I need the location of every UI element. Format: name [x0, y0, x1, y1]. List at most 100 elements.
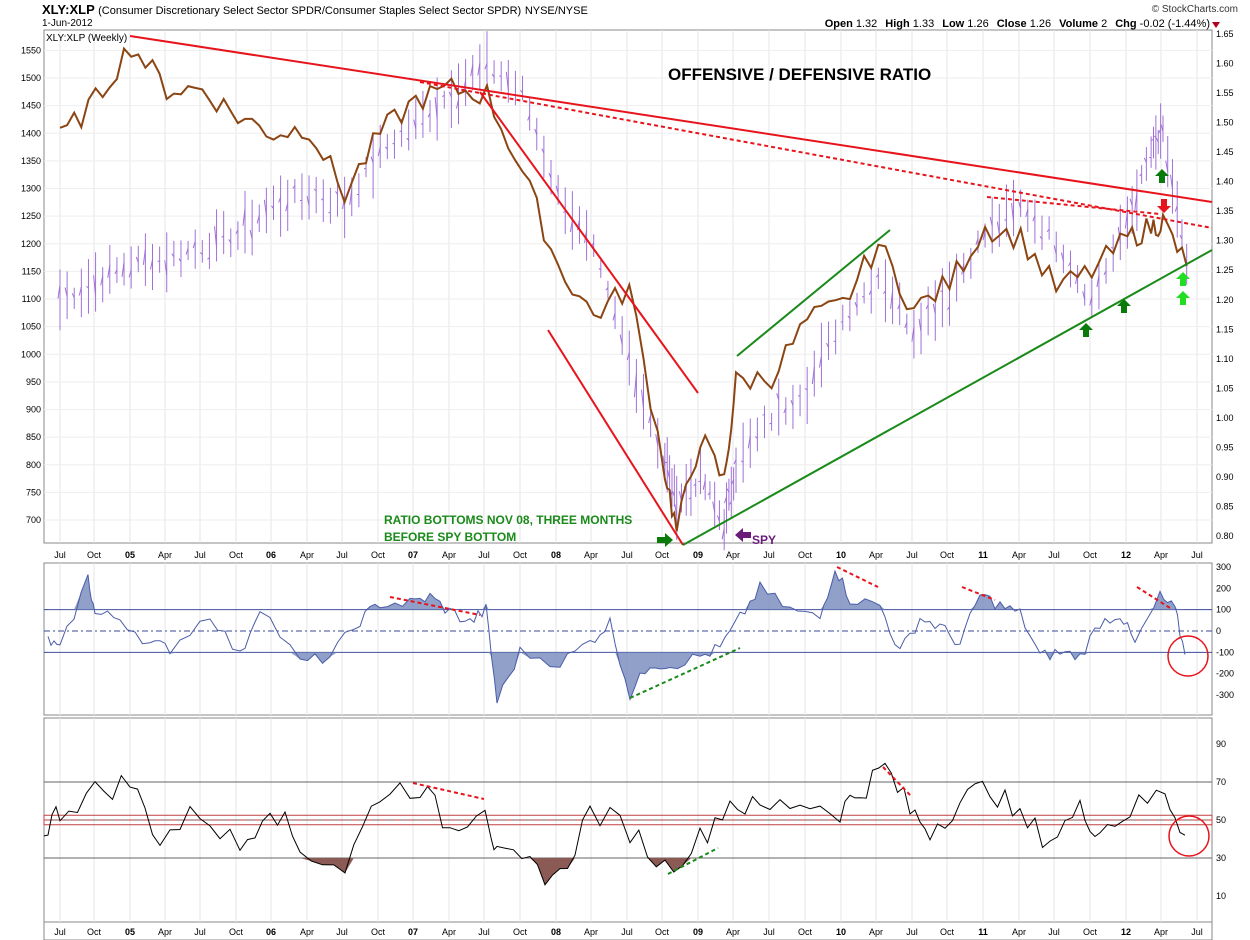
cci-tick-label: -200	[1216, 669, 1234, 679]
spx-line	[59, 46, 1188, 532]
rsi-tick-label: 90	[1216, 739, 1226, 749]
red-dashed-neckline	[986, 196, 1161, 215]
chart-date: 1-Jun-2012	[42, 18, 93, 29]
red-decline-trendline	[479, 91, 699, 394]
y-left-tick-label: 700	[26, 515, 41, 525]
light-green-up-arrow-icon	[1176, 291, 1190, 305]
x-tick-label-bottom: 06	[266, 927, 276, 937]
y-left-tick-label: 750	[26, 487, 41, 497]
rsi-tick-label: 70	[1216, 777, 1226, 787]
cci-tick-label: 100	[1216, 605, 1231, 615]
red-resistance-trendline	[129, 35, 1213, 203]
y-right-tick-label: 1.55	[1216, 88, 1234, 98]
x-tick-label-top: Oct	[87, 550, 102, 560]
quote-high: High 1.33	[885, 18, 935, 30]
red-down-arrow-icon	[1157, 199, 1171, 213]
y-left-tick-label: 1100	[22, 294, 41, 304]
green-channel-trendline	[736, 229, 891, 357]
quote-open: Open 1.32	[824, 18, 878, 30]
x-tick-label-top: Apr	[1154, 550, 1168, 560]
x-tick-label-top: 10	[836, 550, 846, 560]
x-tick-label-bottom: Oct	[87, 927, 102, 937]
x-tick-label-bottom: 12	[1121, 927, 1131, 937]
x-tick-label-bottom: Oct	[1083, 927, 1098, 937]
grid-lines	[44, 30, 1212, 922]
x-tick-label-bottom: Oct	[655, 927, 670, 937]
y-left-tick-label: 1150	[22, 266, 41, 276]
x-tick-label-top: Jul	[54, 550, 66, 560]
spy-label: SPY	[752, 533, 776, 547]
rsi-tick-label: 10	[1216, 891, 1226, 901]
light-green-up-arrow-icon	[1176, 272, 1190, 286]
x-tick-label-top: Jul	[336, 550, 348, 560]
x-tick-label-top: Oct	[229, 550, 244, 560]
rsi-highlight-circle	[1168, 815, 1210, 857]
y-left-tick-label: 1450	[21, 101, 41, 111]
cci-tick-label: 300	[1216, 562, 1231, 572]
green-up-arrow-icon	[1155, 169, 1169, 183]
rsi-tick-label: 50	[1216, 815, 1226, 825]
ratio-bars	[57, 31, 1188, 551]
x-tick-label-bottom: Jul	[478, 927, 490, 937]
x-tick-label-top: Jul	[763, 550, 775, 560]
x-tick-label-top: Apr	[300, 550, 314, 560]
x-tick-label-bottom: Jul	[621, 927, 633, 937]
x-tick-label-top: Oct	[1083, 550, 1098, 560]
x-tick-label-bottom: Apr	[442, 927, 456, 937]
cci-tick-label: -300	[1216, 690, 1234, 700]
x-tick-label-bottom: 07	[408, 927, 418, 937]
y-right-tick-label: 1.45	[1216, 147, 1234, 157]
x-tick-label-top: Apr	[869, 550, 883, 560]
x-tick-label-top: 05	[125, 550, 135, 560]
symbol: XLY:XLP	[42, 2, 95, 17]
x-tick-label-bottom: Jul	[54, 927, 66, 937]
x-tick-label-bottom: 10	[836, 927, 846, 937]
cci-red-divergence	[961, 586, 996, 601]
x-tick-label-bottom: 11	[978, 927, 988, 937]
y-right-tick-label: 1.25	[1216, 265, 1234, 275]
x-tick-label-bottom: Apr	[584, 927, 598, 937]
x-tick-label-top: Jul	[1048, 550, 1060, 560]
x-tick-label-top: 08	[551, 550, 561, 560]
down-arrow-icon	[1212, 22, 1220, 28]
rsi-tick-label: 30	[1216, 853, 1226, 863]
green-right-arrow-icon	[657, 533, 673, 547]
y-right-tick-label: 1.30	[1216, 236, 1234, 246]
quote-close: Close 1.26	[996, 18, 1052, 30]
y-right-tick-label: 0.80	[1216, 531, 1234, 541]
x-tick-label-top: Oct	[513, 550, 528, 560]
x-tick-label-bottom: Oct	[940, 927, 955, 937]
green-up-arrow-icon	[1079, 323, 1093, 337]
x-tick-label-top: Apr	[726, 550, 740, 560]
cci-highlight-circle	[1167, 635, 1209, 677]
symbol-description: (Consumer Discretionary Select Sector SP…	[98, 5, 522, 17]
x-tick-label-top: Oct	[655, 550, 670, 560]
y-left-tick-label: 900	[26, 405, 41, 415]
y-left-tick-label: 1050	[21, 322, 41, 332]
y-left-tick-label: 1300	[21, 184, 41, 194]
brand-label[interactable]: © StockCharts.com	[1151, 4, 1238, 15]
y-right-tick-label: 1.65	[1216, 29, 1234, 39]
x-tick-label-top: 07	[408, 550, 418, 560]
cci-tick-label: 0	[1216, 626, 1221, 636]
y-left-tick-label: 1200	[21, 239, 41, 249]
x-tick-label-bottom: Oct	[513, 927, 528, 937]
red-dashed-trendline	[419, 81, 1213, 229]
y-right-tick-label: 1.35	[1216, 206, 1234, 216]
chart-title: OFFENSIVE / DEFENSIVE RATIO	[668, 65, 931, 84]
x-tick-label-bottom: Jul	[906, 927, 918, 937]
y-left-tick-label: 950	[26, 377, 41, 387]
quote-volume: Volume 2	[1059, 18, 1108, 30]
x-tick-label-bottom: Apr	[1012, 927, 1026, 937]
cci-tick-label: -100	[1216, 647, 1234, 657]
y-right-tick-label: 1.10	[1216, 354, 1234, 364]
y-right-tick-label: 1.50	[1216, 118, 1234, 128]
x-tick-label-top: Jul	[906, 550, 918, 560]
y-right-tick-label: 1.15	[1216, 324, 1234, 334]
y-left-tick-label: 1400	[21, 128, 41, 138]
x-tick-label-top: 06	[266, 550, 276, 560]
x-tick-label-top: Apr	[442, 550, 456, 560]
symbol-title: XLY:XLP (Consumer Discretionary Select S…	[42, 2, 588, 17]
rsi-green-divergence	[667, 847, 719, 875]
y-left-tick-label: 1550	[21, 45, 41, 55]
